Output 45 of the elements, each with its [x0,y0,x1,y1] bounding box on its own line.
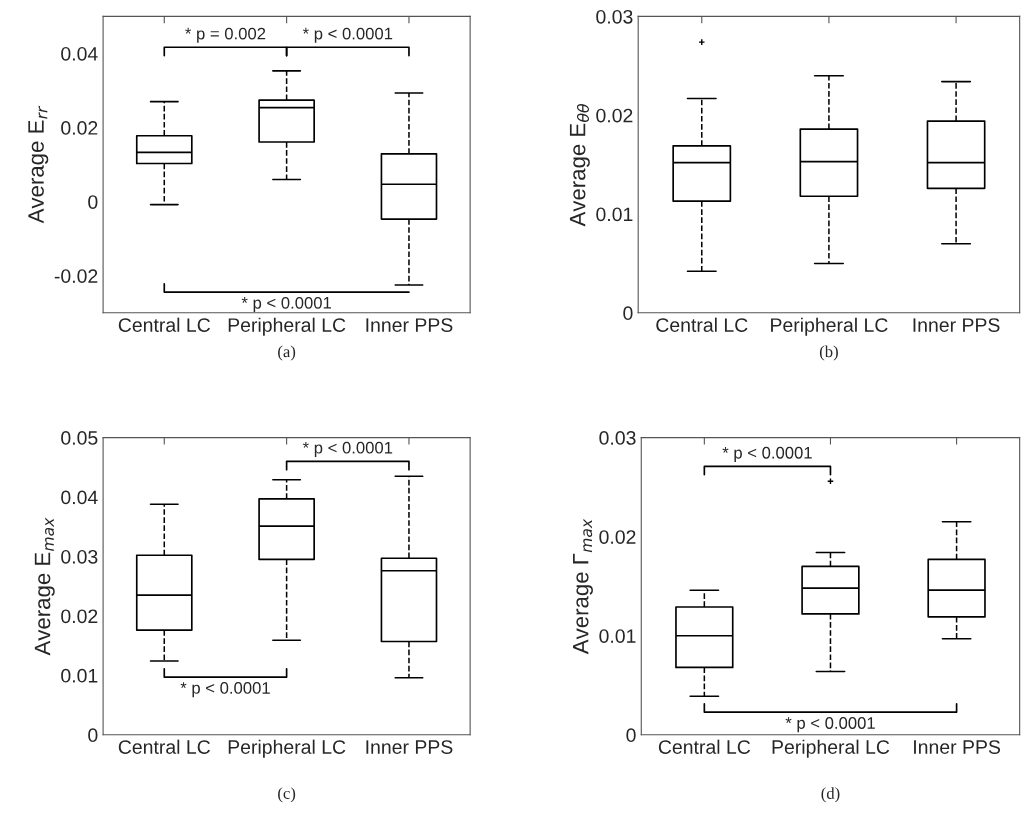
text: (b) [819,345,838,361]
x-tick-label: Inner PPS [366,318,453,332]
annotation: * p < 0.0001 [180,682,270,698]
x-tick-label: Peripheral LC [772,739,890,758]
y-tick-label: 0.01 [599,629,636,643]
annotation: * p < 0.0001 [302,27,393,43]
y-tick-label: 0.01 [61,668,98,683]
x-tick-label: Peripheral LC [771,317,888,336]
annotation: * p < 0.0001 [722,446,812,462]
text: (d) [821,787,840,803]
y-axis-title: Average E$_{rr}$ [28,105,49,224]
text: (c) [278,787,296,803]
y-tick-label: 0.02 [596,108,633,123]
y-axis-title: Average E$_{θθ}$ [569,104,590,227]
y-tick-label: 0.03 [599,431,636,445]
x-tick-label: Inner PPS [366,740,453,754]
y-tick-label: 0.05 [61,431,98,445]
y-tick-label: -0.02 [54,269,98,283]
y-axis-title: Average Γ$_{max}$ [573,518,593,655]
x-tick-label: Peripheral LC [228,317,346,336]
annotation: * p < 0.0001 [302,441,393,457]
y-tick-label: 0 [88,728,98,743]
x-tick-label: Central LC [118,739,210,754]
y-tick-label: 0.04 [61,490,98,505]
x-tick-label: Peripheral LC [228,739,346,758]
annotation: * p < 0.0001 [785,717,875,733]
annotation: * p = 0.002 [185,27,266,43]
y-tick-label: 0 [88,195,98,209]
text: (a) [278,345,296,361]
y-tick-label: 0 [623,306,633,321]
y-tick-label: 0 [626,728,636,743]
x-tick-label: Inner PPS [914,740,1001,754]
y-tick-label: 0.01 [596,207,633,222]
annotation: * p < 0.0001 [241,296,331,313]
x-tick-label: Central LC [118,317,210,332]
x-tick-label: Central LC [658,739,751,754]
y-axis-title: Average E$_{max}$ [34,517,55,656]
y-tick-label: 0.03 [61,549,98,564]
y-tick-label: 0.03 [596,9,633,24]
x-tick-label: Inner PPS [913,318,1000,332]
y-tick-label: 0.02 [599,530,636,544]
y-tick-label: 0.02 [61,609,98,624]
y-tick-label: 0.02 [61,121,98,135]
x-tick-label: Central LC [656,317,748,332]
y-tick-label: 0.04 [61,46,98,61]
